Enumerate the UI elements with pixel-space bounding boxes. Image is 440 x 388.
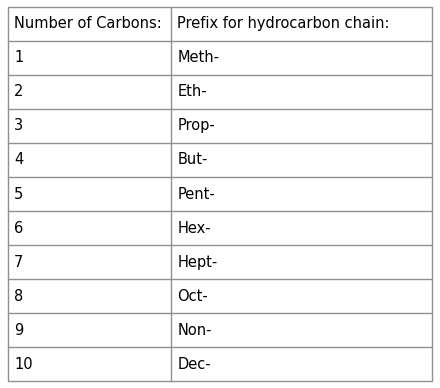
Text: Hex-: Hex- (177, 220, 211, 236)
Text: Pent-: Pent- (177, 187, 215, 201)
Text: Number of Carbons:: Number of Carbons: (14, 16, 162, 31)
Text: Oct-: Oct- (177, 289, 208, 303)
Text: Prop-: Prop- (177, 118, 215, 133)
Text: Prefix for hydrocarbon chain:: Prefix for hydrocarbon chain: (177, 16, 390, 31)
Text: 7: 7 (14, 255, 23, 270)
Text: 1: 1 (14, 50, 23, 66)
Text: 4: 4 (14, 152, 23, 168)
Text: But-: But- (177, 152, 208, 168)
Text: 2: 2 (14, 85, 23, 99)
Text: 6: 6 (14, 220, 23, 236)
Text: 5: 5 (14, 187, 23, 201)
Text: Eth-: Eth- (177, 85, 207, 99)
Text: Non-: Non- (177, 322, 212, 338)
Text: Dec-: Dec- (177, 357, 211, 372)
Text: 10: 10 (14, 357, 33, 372)
Text: Meth-: Meth- (177, 50, 220, 66)
Text: 9: 9 (14, 322, 23, 338)
Text: Hept-: Hept- (177, 255, 218, 270)
Text: 8: 8 (14, 289, 23, 303)
Text: 3: 3 (14, 118, 23, 133)
